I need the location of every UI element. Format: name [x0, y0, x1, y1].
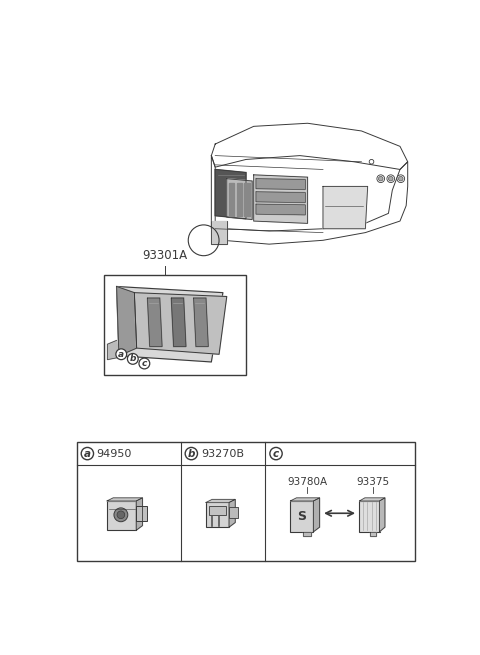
Circle shape — [116, 349, 127, 360]
Polygon shape — [290, 498, 320, 501]
Polygon shape — [107, 498, 143, 501]
Polygon shape — [193, 298, 208, 346]
FancyBboxPatch shape — [136, 506, 147, 521]
Text: c: c — [273, 449, 279, 458]
Circle shape — [398, 176, 403, 181]
Polygon shape — [117, 286, 223, 362]
Circle shape — [377, 175, 384, 183]
Circle shape — [388, 176, 393, 181]
Polygon shape — [147, 298, 162, 346]
Text: 93780A: 93780A — [287, 477, 327, 487]
Polygon shape — [229, 499, 235, 527]
Circle shape — [387, 175, 395, 183]
Text: 93301A: 93301A — [143, 249, 188, 262]
Bar — [77, 442, 415, 561]
Circle shape — [139, 358, 150, 369]
Polygon shape — [256, 192, 305, 202]
Text: a: a — [118, 350, 124, 359]
Circle shape — [270, 447, 282, 460]
Polygon shape — [229, 183, 234, 215]
Polygon shape — [136, 498, 143, 530]
Polygon shape — [117, 286, 137, 356]
Polygon shape — [227, 179, 252, 219]
Circle shape — [114, 508, 128, 522]
FancyBboxPatch shape — [229, 507, 238, 518]
FancyBboxPatch shape — [206, 502, 229, 527]
Polygon shape — [211, 221, 227, 244]
Polygon shape — [370, 532, 376, 536]
Text: b: b — [188, 449, 195, 458]
Polygon shape — [206, 499, 235, 502]
Text: c: c — [142, 359, 147, 368]
Circle shape — [378, 176, 383, 181]
Polygon shape — [256, 179, 305, 189]
Circle shape — [397, 175, 405, 183]
Polygon shape — [313, 498, 320, 532]
FancyBboxPatch shape — [107, 501, 136, 530]
FancyBboxPatch shape — [290, 501, 313, 532]
Circle shape — [369, 159, 374, 164]
Text: 93375: 93375 — [357, 477, 390, 487]
Polygon shape — [360, 498, 385, 501]
Circle shape — [185, 447, 197, 460]
FancyBboxPatch shape — [360, 501, 380, 532]
Polygon shape — [380, 498, 385, 532]
Polygon shape — [171, 298, 186, 346]
Polygon shape — [303, 532, 311, 536]
Text: b: b — [130, 354, 136, 364]
Polygon shape — [256, 204, 305, 215]
Polygon shape — [254, 175, 308, 223]
Text: a: a — [84, 449, 91, 458]
Circle shape — [127, 354, 138, 364]
Circle shape — [117, 511, 125, 519]
Polygon shape — [108, 341, 119, 360]
Polygon shape — [134, 293, 227, 354]
Text: S: S — [297, 510, 306, 523]
Polygon shape — [215, 170, 246, 219]
Text: 93270B: 93270B — [201, 449, 244, 458]
FancyBboxPatch shape — [209, 506, 226, 515]
Polygon shape — [244, 183, 250, 215]
Circle shape — [81, 447, 94, 460]
Bar — [104, 275, 246, 375]
Text: 94950: 94950 — [96, 449, 132, 458]
Polygon shape — [323, 187, 368, 229]
Polygon shape — [237, 183, 242, 215]
